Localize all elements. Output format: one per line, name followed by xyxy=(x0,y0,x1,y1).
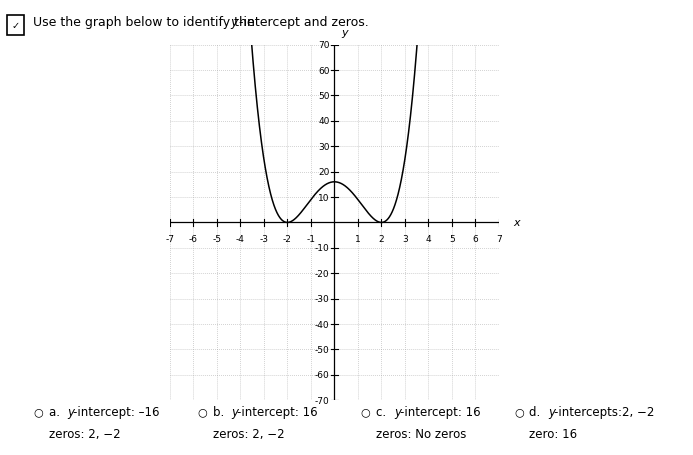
Text: -intercept: 16: -intercept: 16 xyxy=(401,405,481,418)
Text: 6: 6 xyxy=(473,234,478,243)
Text: -40: -40 xyxy=(315,320,330,329)
Text: y: y xyxy=(548,405,555,418)
Text: Use the graph below to identify the: Use the graph below to identify the xyxy=(33,16,259,29)
Text: ○: ○ xyxy=(514,407,524,417)
Bar xyxy=(6,16,24,36)
Text: zero: 16: zero: 16 xyxy=(529,427,577,440)
Text: -7: -7 xyxy=(166,234,174,243)
Text: -intercept: 16: -intercept: 16 xyxy=(237,405,318,418)
Text: 10: 10 xyxy=(318,193,330,202)
Text: -20: -20 xyxy=(315,269,330,278)
Text: zeros: 2, −2: zeros: 2, −2 xyxy=(213,427,284,440)
Text: 1: 1 xyxy=(355,234,361,243)
Text: -70: -70 xyxy=(315,396,330,405)
Text: b.: b. xyxy=(213,405,228,418)
Text: -50: -50 xyxy=(315,345,330,354)
Text: -intercept: –16: -intercept: –16 xyxy=(73,405,159,418)
Text: y: y xyxy=(67,405,74,418)
Text: -4: -4 xyxy=(236,234,245,243)
Text: c.: c. xyxy=(376,405,389,418)
Text: 5: 5 xyxy=(449,234,455,243)
Text: -5: -5 xyxy=(212,234,221,243)
Text: 60: 60 xyxy=(318,66,330,76)
Text: d.: d. xyxy=(529,405,545,418)
Text: -1: -1 xyxy=(306,234,315,243)
Text: zeros: 2, −2: zeros: 2, −2 xyxy=(49,427,120,440)
Text: a.: a. xyxy=(49,405,63,418)
Text: 70: 70 xyxy=(318,41,330,50)
Text: 30: 30 xyxy=(318,142,330,152)
Text: 4: 4 xyxy=(426,234,431,243)
Text: ○: ○ xyxy=(198,407,207,417)
Text: 50: 50 xyxy=(318,92,330,101)
Text: x: x xyxy=(513,218,520,228)
Text: ✓: ✓ xyxy=(11,21,19,31)
Text: 7: 7 xyxy=(496,234,502,243)
Text: y: y xyxy=(231,16,238,29)
Text: ○: ○ xyxy=(33,407,43,417)
Text: ○: ○ xyxy=(360,407,370,417)
Text: y: y xyxy=(231,405,238,418)
Text: -intercepts:2, −2: -intercepts:2, −2 xyxy=(554,405,654,418)
Text: y: y xyxy=(394,405,401,418)
Text: -intercept and zeros.: -intercept and zeros. xyxy=(239,16,369,29)
Text: y: y xyxy=(342,28,348,38)
Text: -2: -2 xyxy=(283,234,292,243)
Text: 20: 20 xyxy=(318,168,330,177)
Text: -6: -6 xyxy=(188,234,198,243)
Text: 2: 2 xyxy=(378,234,384,243)
Text: -30: -30 xyxy=(315,294,330,303)
Text: -60: -60 xyxy=(315,370,330,379)
Text: 3: 3 xyxy=(402,234,407,243)
Text: zeros: No zeros: zeros: No zeros xyxy=(376,427,466,440)
Text: -3: -3 xyxy=(259,234,268,243)
Text: 40: 40 xyxy=(318,117,330,126)
Text: -10: -10 xyxy=(315,244,330,253)
